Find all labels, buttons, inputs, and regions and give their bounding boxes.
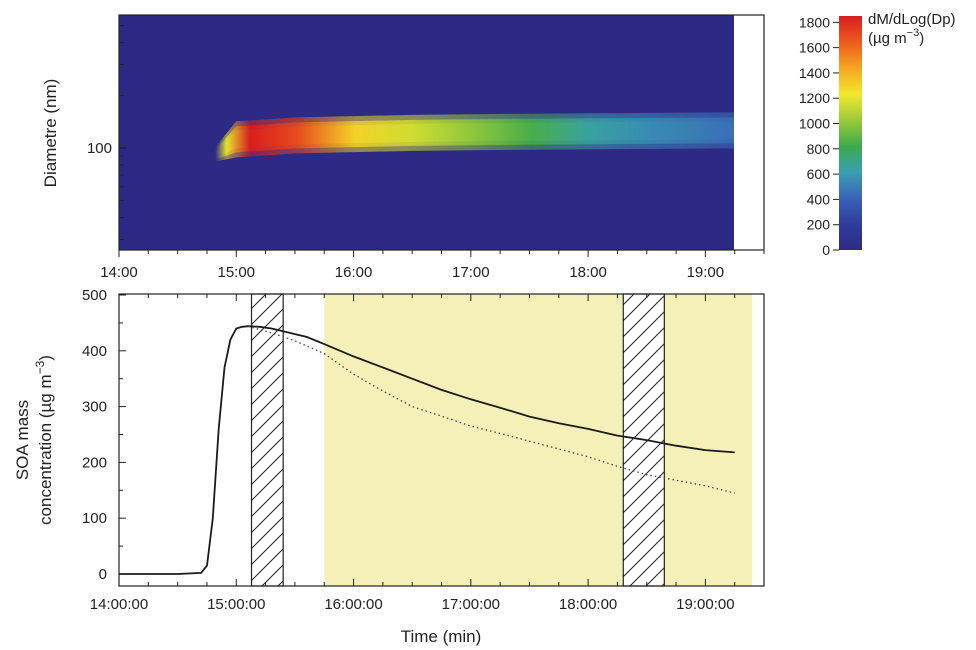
series-line-dotted	[247, 325, 735, 494]
heatmap-x-tick-labels: 14:00 15:00 16:00 17:00 18:00 19:00	[100, 264, 724, 281]
colorbar-tick-label: 1800	[799, 14, 830, 30]
heatmap-x-ticks	[118, 250, 765, 257]
line-x-tick-label: 19:00:00	[676, 596, 734, 613]
colorbar-tick-label: 200	[807, 217, 831, 233]
line-y-tick-labels: 0 100 200 300 400 500	[82, 287, 107, 583]
colorbar: 0 200 400 600 800 1000 1200 1400 1600 1800 dM/dLo…	[799, 11, 956, 258]
line-y-ticks	[119, 294, 126, 575]
colorbar-bar	[839, 16, 862, 250]
heatmap-x-tick-label: 14:00	[100, 264, 138, 281]
line-x-tick-labels: 14:00:00 15:00:00 16:00:00 17:00:00 18:00:00…	[90, 596, 735, 613]
line-y-tick-label: 100	[82, 510, 107, 527]
line-y-tick-label: 300	[82, 399, 107, 416]
line-x-tick-label: 17:00:00	[442, 596, 500, 613]
heatmap-aerosol-mode	[215, 112, 734, 162]
line-x-tick-label: 15:00:00	[207, 596, 265, 613]
line-y-tick-label: 400	[82, 343, 107, 360]
hatched-region	[250, 293, 284, 587]
colorbar-tick-label: 1000	[799, 116, 830, 132]
heatmap-y-axis-label: Diametre (nm)	[41, 79, 60, 188]
line-y-tick-label: 200	[82, 454, 107, 471]
line-x-tick-label: 16:00:00	[324, 596, 382, 613]
line-y-axis-label-line2: concentration (µg m−3)	[33, 355, 55, 525]
hatched-regions	[250, 293, 665, 587]
colorbar-tick-label: 0	[822, 242, 830, 258]
colorbar-label-line2: (µg m−3)	[868, 27, 924, 47]
series-line-solid	[119, 325, 735, 575]
heatmap-y-minor-ticks	[119, 25, 124, 241]
shaded-region	[324, 294, 753, 586]
colorbar-tick-label: 1200	[799, 90, 830, 106]
line-x-ticks	[118, 294, 765, 586]
heatmap-x-tick-label: 16:00	[335, 264, 373, 281]
heatmap-x-tick-label: 19:00	[687, 264, 725, 281]
line-x-tick-label: 18:00:00	[559, 596, 617, 613]
line-panel: 14:00:00 15:00:00 16:00:00 17:00:00 18:00:00…	[13, 287, 765, 646]
colorbar-tick-label: 600	[807, 166, 831, 182]
heatmap-no-data-area	[734, 15, 764, 250]
heatmap-x-tick-label: 15:00	[217, 264, 255, 281]
line-x-axis-label: Time (min)	[401, 627, 482, 646]
colorbar-tick-label: 1600	[799, 40, 830, 56]
line-y-tick-label: 0	[99, 566, 107, 583]
heatmap-y-tick-label: 100	[87, 140, 112, 157]
line-y-axis-label-line1: SOA mass	[13, 400, 32, 480]
line-x-tick-label: 14:00:00	[90, 596, 148, 613]
colorbar-tick-label: 400	[807, 191, 831, 207]
colorbar-tick-label: 1400	[799, 65, 830, 81]
heatmap-x-tick-label: 18:00	[569, 264, 607, 281]
colorbar-label-line1: dM/dLog(Dp)	[868, 11, 956, 28]
heatmap-panel: 14:00 15:00 16:00 17:00 18:00 19:00 100 Diame…	[41, 14, 765, 281]
line-y-tick-label: 500	[82, 287, 107, 304]
colorbar-tick-label: 800	[807, 141, 831, 157]
heatmap-x-tick-label: 17:00	[452, 264, 490, 281]
colorbar-ticks: 0 200 400 600 800 1000 1200 1400 1600 1800	[799, 14, 839, 258]
heatmap-mode-band	[215, 121, 734, 158]
